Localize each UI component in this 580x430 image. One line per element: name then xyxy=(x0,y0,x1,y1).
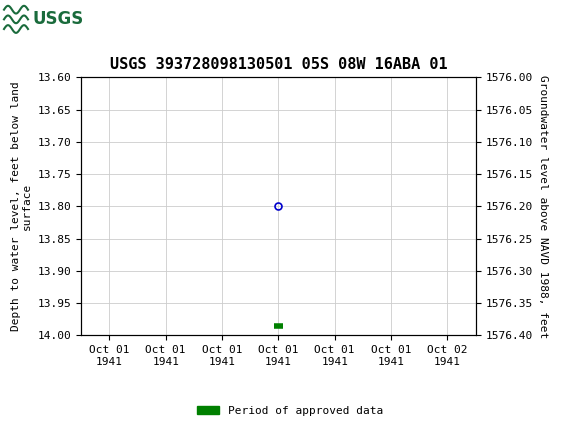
Y-axis label: Groundwater level above NAVD 1988, feet: Groundwater level above NAVD 1988, feet xyxy=(538,75,548,338)
Legend: Period of approved data: Period of approved data xyxy=(193,401,387,420)
Text: USGS: USGS xyxy=(32,10,84,28)
Y-axis label: Depth to water level, feet below land
surface: Depth to water level, feet below land su… xyxy=(10,82,32,331)
Title: USGS 393728098130501 05S 08W 16ABA 01: USGS 393728098130501 05S 08W 16ABA 01 xyxy=(110,57,447,72)
FancyBboxPatch shape xyxy=(2,2,98,37)
